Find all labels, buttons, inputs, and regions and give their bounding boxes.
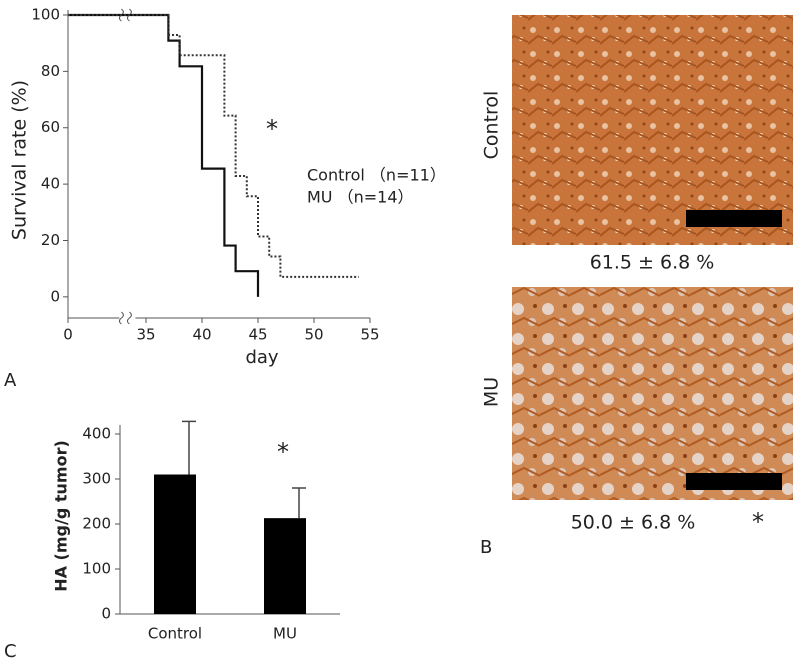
bar [154,474,196,614]
axis-break [118,311,124,325]
y-axis-label: Survival rate (%) [9,80,31,240]
micrograph-control [512,15,793,245]
axis-break [126,311,132,325]
y-tick-label: 40 [41,175,60,193]
x-tick-label: 35 [136,326,155,344]
y-tick-label: 100 [31,6,60,24]
panel-label: C [4,641,17,662]
annotation: * [277,438,289,466]
y-axis-label: HA (mg/g tumor) [52,440,71,592]
micrograph-mu [512,287,793,500]
y-tick-label: 20 [41,231,60,249]
panel-label: B [480,537,492,558]
significance: * [752,508,764,536]
y-tick-label: 100 [82,560,111,578]
y-tick-label: 60 [41,118,60,136]
x-tick-label: 0 [63,326,73,344]
y-tick-label: 80 [41,62,60,80]
x-tick-label: 55 [360,326,379,344]
y-tick-label: 0 [101,605,111,623]
image-label: MU [481,377,503,407]
legend-entry: MU （n=14） [307,188,414,207]
x-tick-label: MU [273,625,297,643]
annotation: * [266,115,278,143]
x-tick-label: 45 [248,326,267,344]
panel-label: A [4,370,17,391]
y-tick-label: 300 [82,470,111,488]
bar [264,518,306,614]
image-caption: 61.5 ± 6.8 % [590,252,715,274]
x-tick-label: Control [148,625,202,643]
survival-line [68,14,359,278]
x-tick-label: 40 [192,326,211,344]
x-tick-label: 50 [304,326,323,344]
x-axis-label: day [245,347,278,368]
y-tick-label: 400 [82,425,111,443]
y-tick-label: 0 [50,287,60,305]
legend-entry: Control （n=11） [307,166,446,185]
image-caption: 50.0 ± 6.8 % [571,512,696,534]
y-tick-label: 200 [82,515,111,533]
survival-line [68,13,260,297]
image-label: Control [481,91,503,160]
